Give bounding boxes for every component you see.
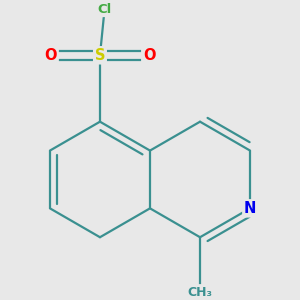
Text: S: S [95, 48, 105, 63]
Text: CH₃: CH₃ [188, 286, 212, 298]
Text: O: O [143, 48, 155, 63]
Text: Cl: Cl [98, 2, 112, 16]
Text: O: O [45, 48, 57, 63]
Text: N: N [244, 201, 256, 216]
